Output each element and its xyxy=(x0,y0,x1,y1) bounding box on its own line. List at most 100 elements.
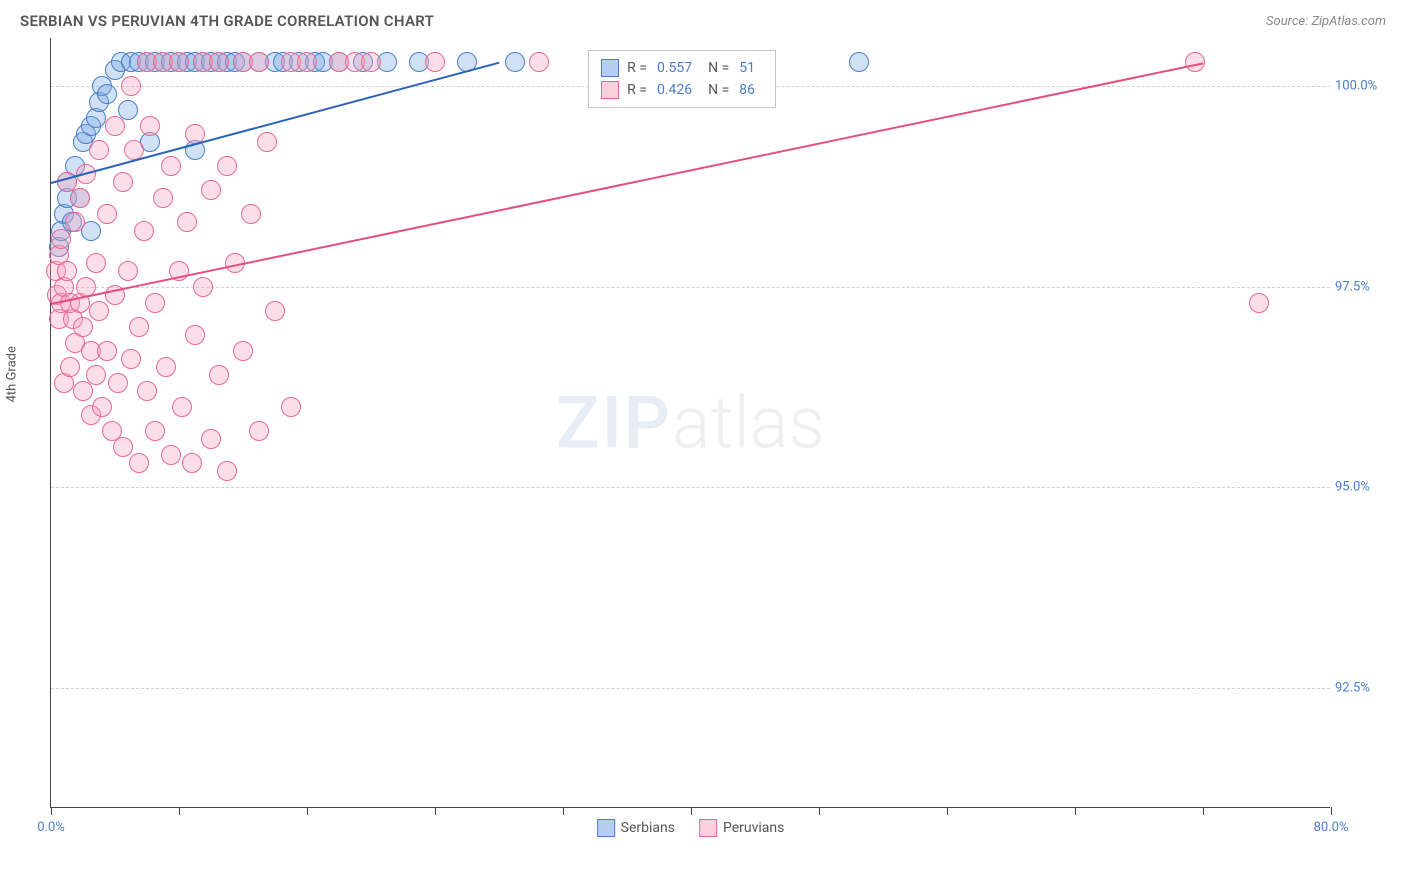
x-tick xyxy=(947,807,948,815)
series-legend-item: Serbians xyxy=(597,819,675,837)
scatter-point xyxy=(51,229,71,249)
y-axis-label: 4th Grade xyxy=(5,346,20,402)
scatter-point xyxy=(425,52,445,72)
scatter-point xyxy=(233,341,253,361)
scatter-point xyxy=(156,357,176,377)
scatter-point xyxy=(193,277,213,297)
y-tick-label: 100.0% xyxy=(1335,79,1385,94)
scatter-point xyxy=(145,421,165,441)
scatter-point xyxy=(281,397,301,417)
watermark: ZIPatlas xyxy=(556,380,825,465)
scatter-point xyxy=(121,76,141,96)
y-tick-label: 97.5% xyxy=(1335,279,1385,294)
legend-n-label: N = xyxy=(708,60,729,76)
scatter-point xyxy=(217,156,237,176)
scatter-point xyxy=(185,325,205,345)
correlation-legend: R = 0.557 N = 51 R = 0.426 N = 86 xyxy=(588,50,776,108)
scatter-point xyxy=(137,381,157,401)
scatter-point xyxy=(249,52,269,72)
scatter-point xyxy=(209,365,229,385)
scatter-point xyxy=(73,381,93,401)
scatter-point xyxy=(161,156,181,176)
gridline xyxy=(51,688,1330,689)
legend-n-value: 86 xyxy=(739,82,755,98)
scatter-point xyxy=(297,52,317,72)
legend-r-label: R = xyxy=(627,82,647,98)
scatter-point xyxy=(113,437,133,457)
source-text: Source: ZipAtlas.com xyxy=(1266,14,1386,29)
scatter-point xyxy=(60,357,80,377)
scatter-point xyxy=(97,84,117,104)
title-bar: SERBIAN VS PERUVIAN 4TH GRADE CORRELATIO… xyxy=(0,0,1406,38)
scatter-point xyxy=(1249,293,1269,313)
scatter-point xyxy=(505,52,525,72)
x-tick xyxy=(1075,807,1076,815)
gridline xyxy=(51,487,1330,488)
x-tick-label: 0.0% xyxy=(37,820,65,835)
scatter-point xyxy=(265,301,285,321)
x-tick xyxy=(51,807,52,815)
scatter-point xyxy=(92,397,112,417)
scatter-point xyxy=(121,349,141,369)
scatter-point xyxy=(57,261,77,281)
legend-row: R = 0.557 N = 51 xyxy=(601,57,763,79)
legend-n-value: 51 xyxy=(739,60,755,76)
scatter-point xyxy=(118,261,138,281)
legend-r-value: 0.426 xyxy=(657,82,692,98)
x-tick xyxy=(307,807,308,815)
plot-area: ZIPatlas 92.5%95.0%97.5%100.0%0.0%80.0%R… xyxy=(50,38,1330,808)
scatter-point xyxy=(73,317,93,337)
legend-r-value: 0.557 xyxy=(657,60,692,76)
scatter-point xyxy=(145,293,165,313)
scatter-point xyxy=(249,421,269,441)
scatter-point xyxy=(361,52,381,72)
scatter-point xyxy=(257,132,277,152)
scatter-point xyxy=(108,373,128,393)
legend-swatch xyxy=(601,81,619,99)
series-legend-item: Peruvians xyxy=(699,819,784,837)
scatter-point xyxy=(177,212,197,232)
scatter-point xyxy=(153,188,173,208)
series-legend-label: Peruvians xyxy=(723,820,784,836)
scatter-point xyxy=(169,52,189,72)
x-tick xyxy=(1203,807,1204,815)
scatter-point xyxy=(849,52,869,72)
legend-r-label: R = xyxy=(627,60,647,76)
x-tick xyxy=(563,807,564,815)
scatter-point xyxy=(161,445,181,465)
gridline xyxy=(51,287,1330,288)
legend-swatch xyxy=(699,819,717,837)
chart-title: SERBIAN VS PERUVIAN 4TH GRADE CORRELATIO… xyxy=(20,12,434,30)
scatter-point xyxy=(241,204,261,224)
scatter-point xyxy=(129,453,149,473)
scatter-point xyxy=(70,188,90,208)
scatter-point xyxy=(89,140,109,160)
y-tick-label: 95.0% xyxy=(1335,480,1385,495)
scatter-point xyxy=(134,221,154,241)
scatter-point xyxy=(529,52,549,72)
scatter-point xyxy=(65,212,85,232)
x-tick xyxy=(819,807,820,815)
scatter-point xyxy=(140,116,160,136)
scatter-point xyxy=(217,461,237,481)
scatter-point xyxy=(97,204,117,224)
scatter-point xyxy=(97,341,117,361)
scatter-point xyxy=(86,253,106,273)
x-tick xyxy=(1331,807,1332,815)
legend-row: R = 0.426 N = 86 xyxy=(601,79,763,101)
scatter-point xyxy=(89,301,109,321)
series-legend-label: Serbians xyxy=(621,820,675,836)
chart-wrap: 4th Grade ZIPatlas 92.5%95.0%97.5%100.0%… xyxy=(50,38,1386,808)
scatter-point xyxy=(113,172,133,192)
scatter-point xyxy=(201,180,221,200)
series-legend: Serbians Peruvians xyxy=(597,819,785,837)
x-tick xyxy=(691,807,692,815)
x-tick-label: 80.0% xyxy=(1314,820,1349,835)
x-tick xyxy=(435,807,436,815)
scatter-point xyxy=(105,116,125,136)
legend-swatch xyxy=(601,59,619,77)
scatter-point xyxy=(182,453,202,473)
scatter-point xyxy=(86,365,106,385)
scatter-point xyxy=(129,317,149,337)
legend-n-label: N = xyxy=(708,82,729,98)
